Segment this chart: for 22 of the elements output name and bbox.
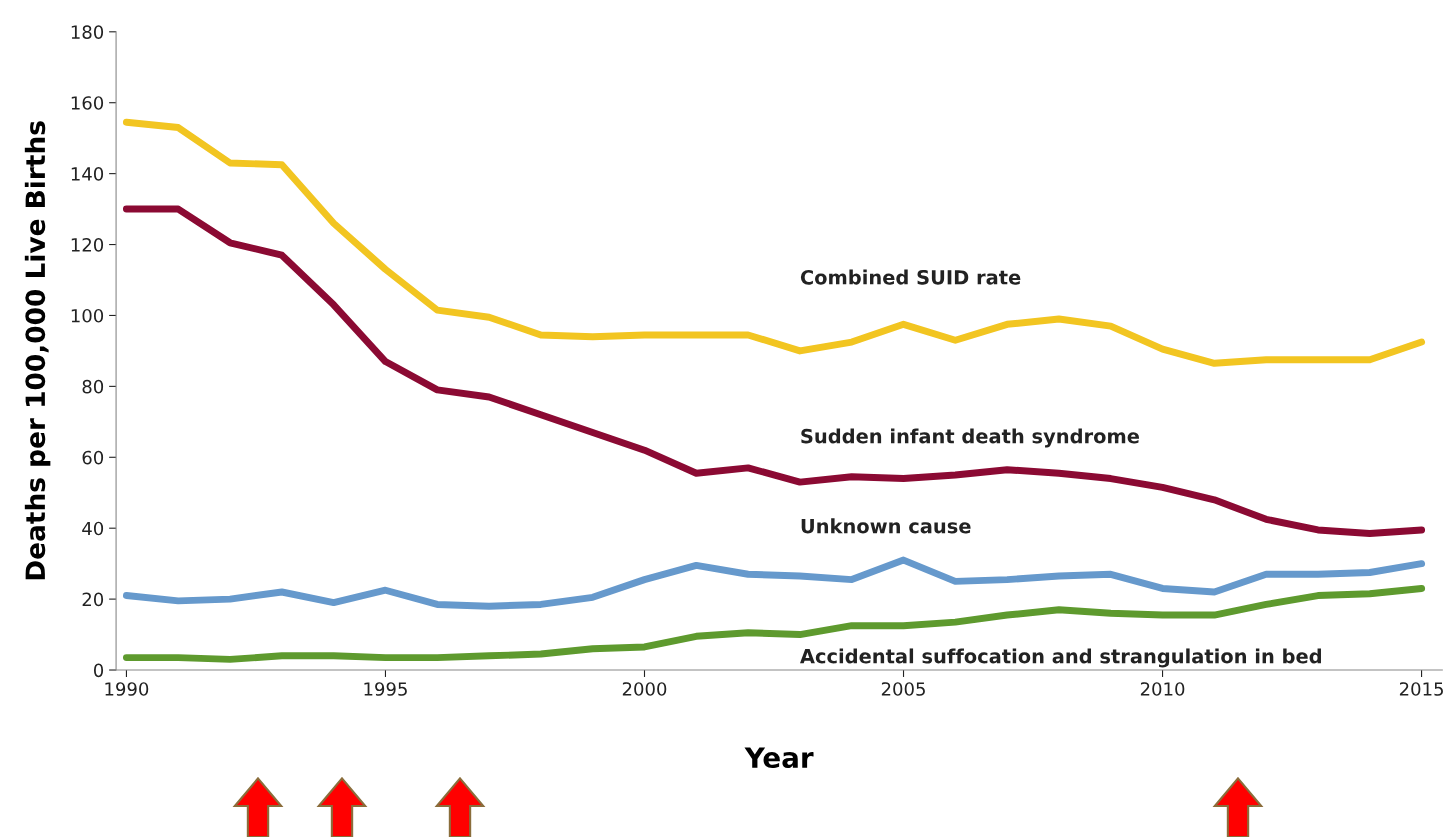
x-tick-label: 2010 [1140,682,1185,696]
y-tick-label: 40 [82,521,104,536]
series-label: Combined SUID rate [800,269,1021,285]
y-tick-label: 80 [82,379,104,394]
y-tick-label: 160 [71,96,104,110]
y-tick-label: 100 [71,308,104,323]
y-tick-label: 180 [71,25,104,39]
series-label: Sudden infant death syndrome [801,428,1139,448]
y-tick-label: 140 [71,167,104,181]
series-label: Unknown cause [801,518,971,534]
x-tick-label: 1990 [105,682,149,696]
x-tick-label: 1995 [364,682,407,696]
y-axis-title: Deaths per 100,000 Live Births [24,121,51,580]
series-label: Accidental suffocation and strangulation in bed [800,648,1321,668]
x-tick-label: 2015 [1399,682,1443,696]
x-tick-label: 2000 [622,682,667,696]
y-tick-label: 120 [71,238,104,252]
x-axis-title: Year [744,747,814,769]
x-tick-label: 2005 [881,682,925,696]
y-tick-label: 20 [82,592,104,607]
y-tick-label: 60 [82,450,104,465]
y-tick-label: 0 [93,663,104,678]
